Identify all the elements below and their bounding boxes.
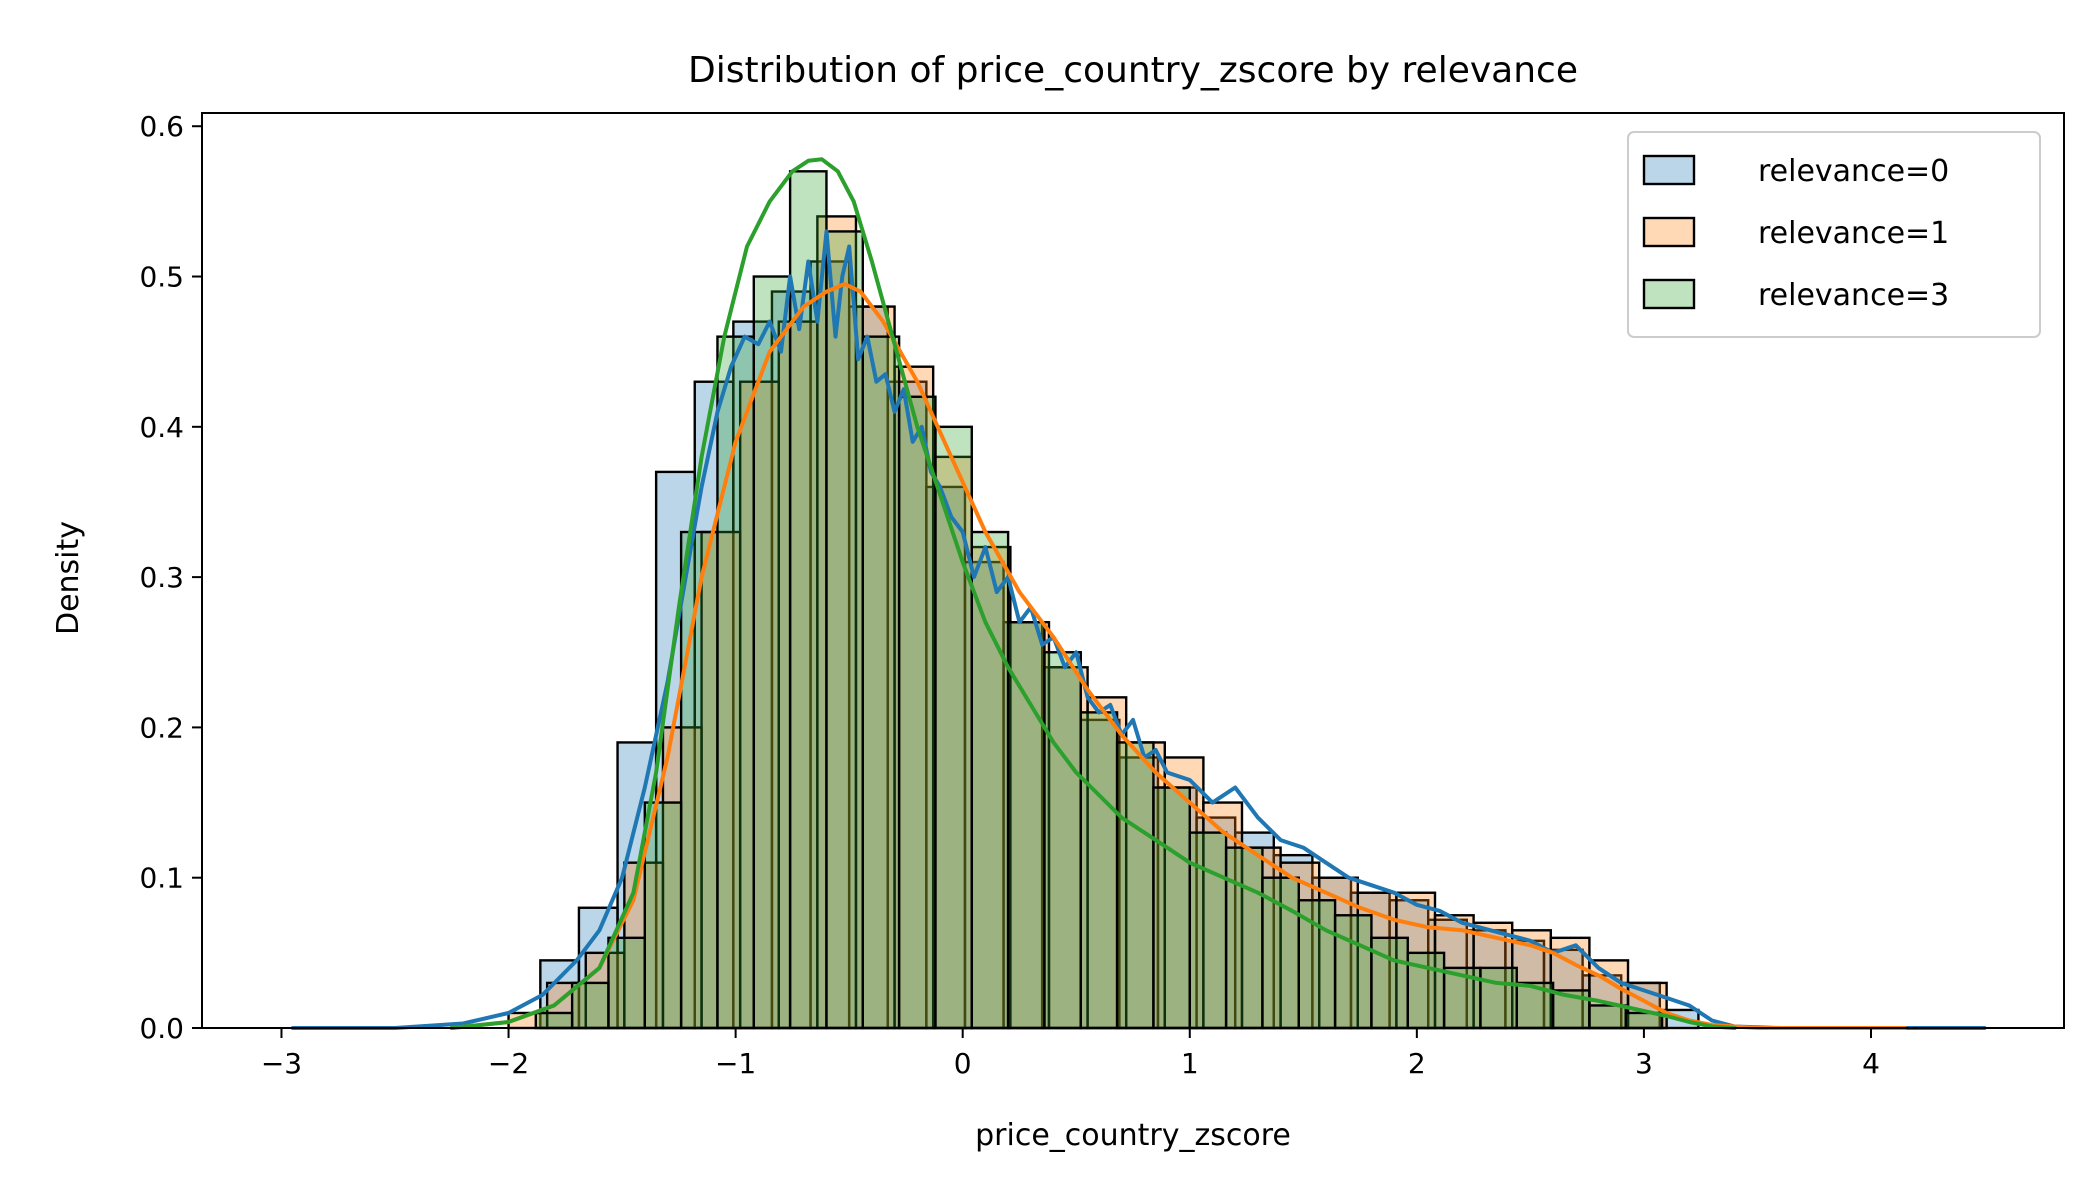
- histogram-bar: [861, 335, 901, 1030]
- histogram-bar: [752, 275, 792, 1030]
- kde-line-series-0: [290, 229, 1987, 1030]
- histogram-bar: [679, 530, 719, 1030]
- histogram-bar: [570, 981, 610, 1030]
- x-tick-label: −3: [261, 1047, 302, 1080]
- x-tick-label: 1: [1181, 1047, 1199, 1080]
- kde-line-series-2: [449, 157, 1737, 1030]
- histogram-bar: [897, 395, 937, 1030]
- plot-frame: [201, 112, 2065, 1029]
- legend-swatch: [1642, 216, 1696, 248]
- legend: relevance=0 relevance=1 relevance=3: [1627, 131, 2041, 338]
- x-tick-label: 0: [954, 1047, 972, 1080]
- y-axis-label: Density: [51, 521, 86, 635]
- y-tick-label: 0.0: [139, 1012, 184, 1045]
- histogram-bar: [700, 530, 742, 1030]
- x-tick-label: 3: [1635, 1047, 1653, 1080]
- x-tick-label: −2: [488, 1047, 529, 1080]
- legend-swatch: [1642, 278, 1696, 310]
- histogram-bar: [1333, 914, 1373, 1030]
- histogram-bar: [1188, 831, 1228, 1030]
- y-tick-label: 0.4: [139, 411, 184, 444]
- histogram-bar: [1006, 621, 1046, 1030]
- y-tick-label: 0.6: [139, 110, 184, 143]
- histogram-bar: [643, 801, 683, 1030]
- y-tick-label: 0.5: [139, 261, 184, 294]
- kde-line-series-1: [449, 282, 1907, 1030]
- x-tick-label: 2: [1408, 1047, 1426, 1080]
- histogram-bar: [1079, 711, 1119, 1030]
- histogram-bar: [534, 1011, 574, 1030]
- histogram-bar: [1163, 756, 1205, 1030]
- histogram-bar: [1479, 966, 1518, 1030]
- legend-label: relevance=1: [1758, 216, 1949, 251]
- legend-swatch: [1642, 154, 1696, 186]
- x-axis-label: price_country_zscore: [975, 1118, 1291, 1153]
- series-2-bars: [534, 170, 1664, 1030]
- histogram-bar: [970, 530, 1010, 1030]
- y-tick-label: 0.3: [139, 561, 184, 594]
- legend-label: relevance=3: [1758, 278, 1949, 313]
- histogram-bar: [607, 936, 646, 1030]
- histogram-bar: [934, 425, 973, 1030]
- x-tick-label: 4: [1862, 1047, 1880, 1080]
- histogram-bar: [1115, 741, 1155, 1030]
- histogram-bar: [825, 230, 864, 1030]
- legend-item: relevance=3: [1642, 278, 1949, 313]
- y-tick-label: 0.2: [139, 711, 184, 744]
- legend-item: relevance=1: [1642, 216, 1949, 251]
- histogram-bar: [1224, 846, 1264, 1030]
- chart-title: Distribution of price_country_zscore by …: [688, 50, 1578, 91]
- legend-item: relevance=0: [1642, 154, 1949, 189]
- legend-label: relevance=0: [1758, 154, 1949, 189]
- y-tick-label: 0.1: [139, 862, 184, 895]
- x-tick-label: −1: [715, 1047, 756, 1080]
- axes-layer: −3 −2 −1 0 1 2 3 4 0.0 0.1 0.2 0.3 0.4 0.5 0.6: [139, 110, 2065, 1080]
- legend-box: [1627, 131, 2041, 338]
- histogram-bar: [545, 981, 587, 1030]
- histogram-bar: [1588, 1004, 1627, 1030]
- histogram-bar: [1152, 786, 1191, 1030]
- histogram-bar: [1043, 651, 1082, 1030]
